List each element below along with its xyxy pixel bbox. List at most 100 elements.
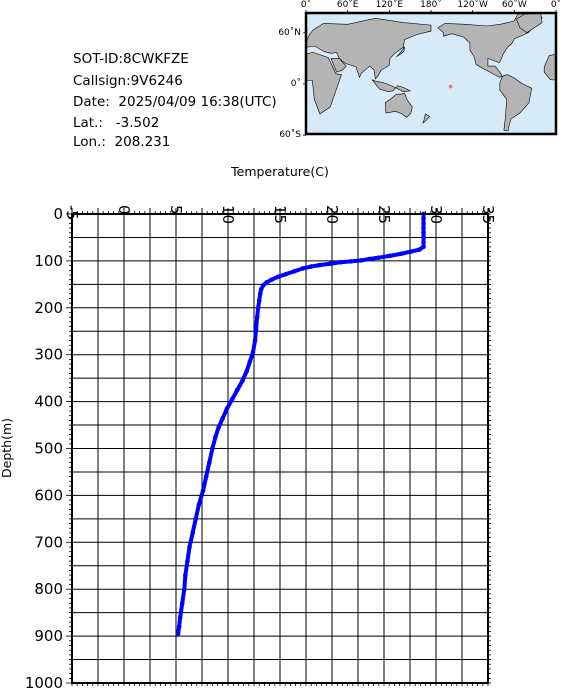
x-tick-label: 5 <box>167 205 185 215</box>
data-point <box>256 298 262 304</box>
data-point <box>229 396 235 402</box>
chart-minor-ticks <box>66 208 491 686</box>
map-lon-label: 120˚W <box>457 0 488 10</box>
map-ticks <box>303 10 557 136</box>
callsign-label: Callsign:9V6246 <box>73 73 183 89</box>
x-tick-label: 25 <box>375 205 393 224</box>
data-point <box>252 338 258 343</box>
x-tick-label: 15 <box>271 205 289 224</box>
observation-marker: * <box>448 84 453 94</box>
arabia-land <box>330 58 347 73</box>
data-point <box>176 624 182 630</box>
map-lon-label: 0˚ <box>301 0 311 10</box>
y-tick-label: 500 <box>34 440 63 458</box>
x-tick-label: 20 <box>323 205 341 224</box>
data-point <box>220 415 226 421</box>
x-tick-label: 10 <box>219 205 237 224</box>
japan-land <box>396 46 405 57</box>
y-axis-label: Depth(m) <box>0 418 14 478</box>
x-tick-label: -5 <box>63 205 81 220</box>
y-tick-label: 300 <box>34 346 63 364</box>
data-point <box>292 268 297 274</box>
data-point <box>187 544 192 550</box>
y-tick-labels: 0 100 200 300 400 500 600 700 800 900 1000 <box>25 205 63 690</box>
y-tick-label: 900 <box>34 627 63 645</box>
data-point <box>421 221 426 226</box>
data-point <box>254 314 260 320</box>
data-point <box>200 488 206 494</box>
lat-label: Lat.: -3.502 <box>73 115 160 131</box>
map-lon-label: 0˚ <box>551 0 561 10</box>
data-point <box>264 280 269 285</box>
map-lat-label: 60˚N <box>278 27 301 38</box>
europe-asia-land <box>306 17 432 80</box>
map-lon-label: 60˚E <box>337 0 359 10</box>
indonesia-land <box>371 79 412 93</box>
plot-frame <box>71 213 489 684</box>
data-point <box>421 244 426 250</box>
data-point <box>250 350 256 355</box>
map-lat-label: 60˚S <box>279 129 301 140</box>
data-point <box>183 572 188 578</box>
data-point <box>244 368 250 374</box>
data-point <box>179 600 185 606</box>
data-point <box>196 502 202 508</box>
x-tick-label: 0 <box>115 205 133 215</box>
lon-label: Lon.: 208.231 <box>73 134 171 150</box>
y-tick-label: 100 <box>34 252 63 270</box>
temperature-profile-line <box>176 212 426 636</box>
data-point <box>269 277 274 282</box>
data-point <box>193 516 199 522</box>
data-point <box>203 474 209 479</box>
antarctica-land <box>306 140 556 153</box>
map-lat-labels: 60˚N 0˚ 60˚S <box>278 27 301 140</box>
y-tick-label: 1000 <box>25 674 63 690</box>
data-point <box>421 230 426 236</box>
data-point <box>338 260 343 265</box>
data-point <box>185 558 190 564</box>
data-point <box>421 239 426 245</box>
data-point <box>177 615 183 620</box>
data-point <box>327 261 333 267</box>
data-point <box>398 251 403 257</box>
data-point <box>275 274 281 280</box>
y-tick-label: 400 <box>34 393 63 411</box>
data-point <box>210 446 215 451</box>
data-point <box>261 282 266 288</box>
data-point <box>358 258 364 263</box>
nz-land <box>422 113 431 124</box>
data-point <box>247 359 253 365</box>
date-label: Date: 2025/04/09 16:38(UTC) <box>73 94 277 110</box>
map-land <box>306 13 556 153</box>
temperature-series <box>175 211 426 637</box>
north-america-land <box>437 13 543 78</box>
map-lon-labels: 0˚ 60˚E 120˚E 180˚ 120˚W 60˚W 0˚ <box>301 0 561 10</box>
map-lat-label: 0˚ <box>291 78 301 89</box>
australia-land <box>384 93 413 118</box>
chart-grid <box>71 213 489 684</box>
temperature-profile-chart: -5 0 5 10 15 20 25 30 35 01002003004005006007008… <box>0 164 497 690</box>
map-lon-label: 180˚ <box>420 0 442 10</box>
data-point <box>417 247 422 252</box>
data-point <box>376 255 382 260</box>
data-point <box>255 305 261 311</box>
y-tick-label: 200 <box>34 299 63 317</box>
data-point <box>224 406 230 411</box>
data-point <box>421 225 426 231</box>
map-lon-label: 120˚E <box>376 0 404 10</box>
data-point <box>182 586 187 592</box>
data-point <box>387 253 393 259</box>
data-point <box>348 259 354 264</box>
data-point <box>240 378 245 383</box>
data-point <box>317 262 322 268</box>
data-point <box>257 291 263 297</box>
x-tick-label: 30 <box>427 205 445 224</box>
y-tick-label: 600 <box>34 486 63 504</box>
africa-land <box>306 52 342 115</box>
y-tick-label: 800 <box>34 580 63 598</box>
x-tick-label: 35 <box>479 205 497 224</box>
data-point <box>213 434 218 440</box>
x-axis-label: Temperature(C) <box>230 164 329 179</box>
data-point <box>190 530 195 536</box>
